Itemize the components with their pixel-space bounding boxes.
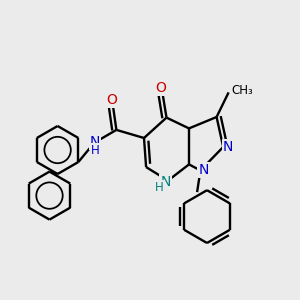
Text: H: H (154, 181, 164, 194)
Text: H: H (91, 143, 100, 157)
Text: O: O (156, 81, 167, 94)
Text: N: N (160, 175, 171, 189)
Text: N: N (90, 135, 100, 149)
Text: N: N (223, 140, 233, 154)
Text: O: O (106, 93, 117, 107)
Text: N: N (198, 163, 208, 177)
Text: CH₃: CH₃ (232, 84, 253, 98)
